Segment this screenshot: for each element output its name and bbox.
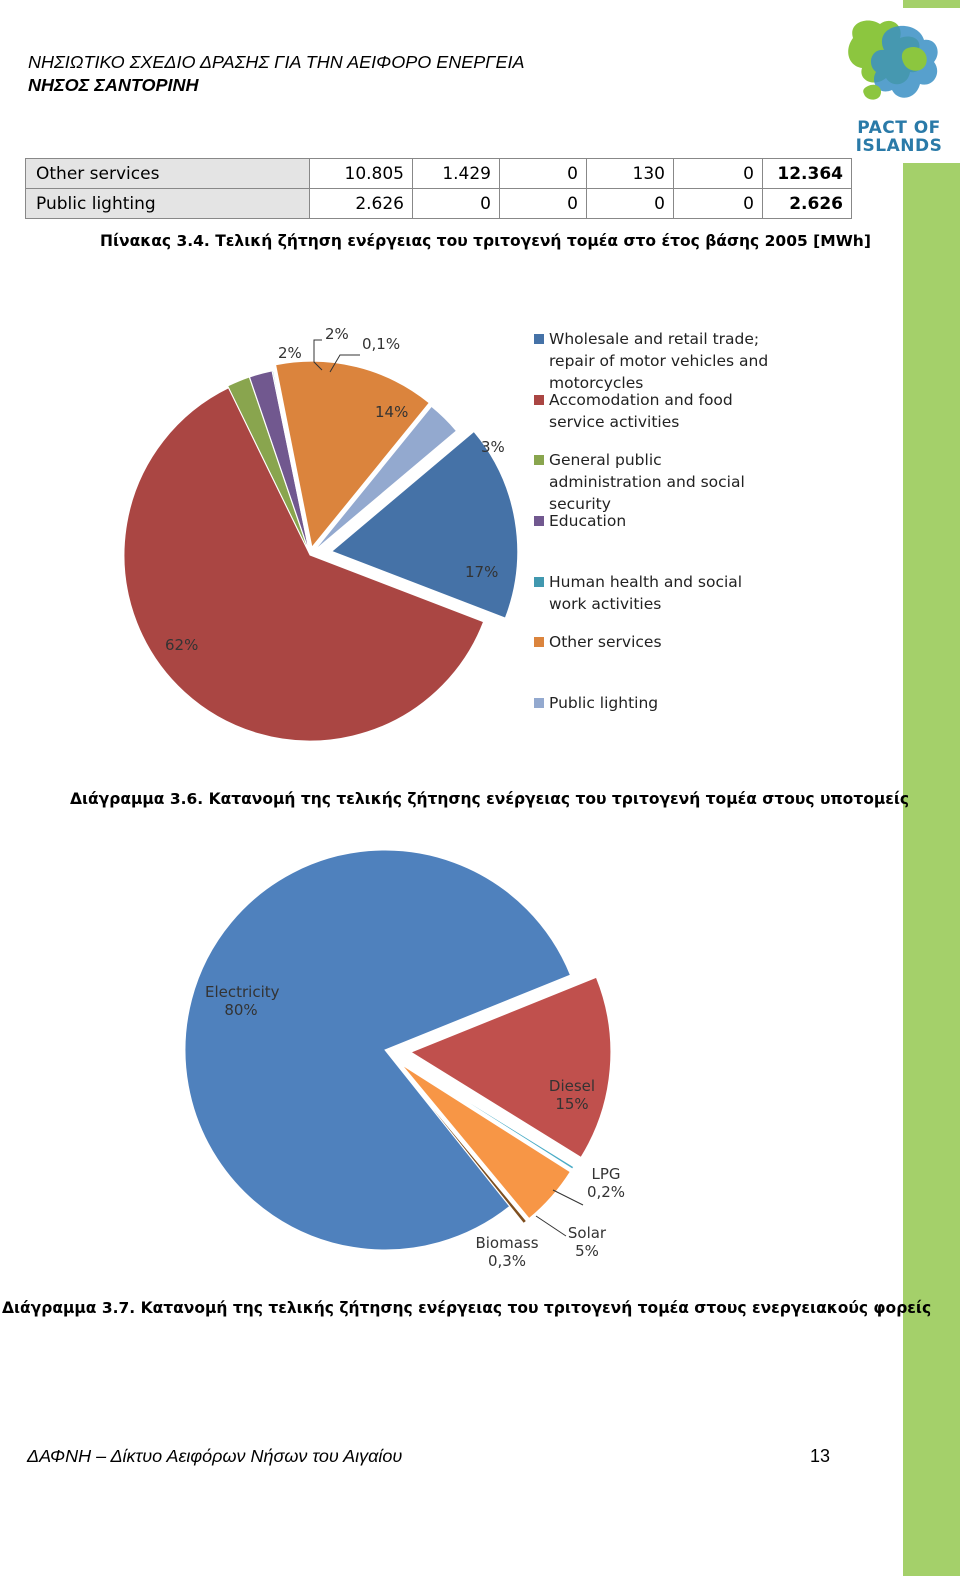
side-green-bar bbox=[903, 0, 960, 1576]
pie-slice-human bbox=[271, 370, 311, 554]
legend-label: General public administration and social… bbox=[549, 451, 745, 513]
legend-swatch bbox=[534, 698, 544, 708]
pie2-label-solar: Solar 5% bbox=[566, 1224, 608, 1260]
page-number: 13 bbox=[810, 1446, 831, 1466]
pie-slice-biomass bbox=[398, 1066, 528, 1225]
pie-slice-solar bbox=[401, 1064, 571, 1220]
pie1-data-label-public-lighting: 3% bbox=[481, 438, 505, 456]
table-total-cell: 2.626 bbox=[762, 188, 852, 219]
legend-label: Wholesale and retail trade; repair of mo… bbox=[549, 330, 769, 392]
pie2-label-lpg: LPG 0,2% bbox=[585, 1165, 627, 1201]
legend-label: Other services bbox=[549, 633, 662, 651]
pie-slice-lpg bbox=[403, 1061, 575, 1170]
table-caption: Πίνακας 3.4. Τελική ζήτηση ενέργειας του… bbox=[100, 232, 871, 250]
pie-slice-public bbox=[313, 405, 458, 552]
energy-demand-table: Other services 10.805 1.429 0 130 0 12.3… bbox=[25, 158, 852, 219]
legend-swatch bbox=[534, 395, 544, 405]
legend-swatch bbox=[534, 455, 544, 465]
pie2-category-diesel: Diesel bbox=[548, 1077, 596, 1095]
pie2-category-solar: Solar bbox=[567, 1224, 607, 1242]
leader-line bbox=[552, 1189, 584, 1206]
pie2-category-biomass: Biomass bbox=[475, 1234, 539, 1252]
pie1-data-label-education: 2% bbox=[325, 325, 349, 343]
legend-label: Education bbox=[549, 512, 627, 530]
logo-text-line2: ISLANDS bbox=[855, 136, 943, 156]
pie-slice-diesel bbox=[409, 976, 612, 1159]
legend-swatch bbox=[534, 637, 544, 647]
legend-swatch bbox=[534, 334, 544, 344]
pie2-label-electricity: Electricity 80% bbox=[205, 983, 280, 1019]
pie1-data-label-other-services: 14% bbox=[375, 403, 409, 421]
chart-caption-3-6: Διάγραμμα 3.6. Κατανομή της τελικής ζήτη… bbox=[70, 790, 910, 808]
table-cell: 0 bbox=[673, 188, 763, 219]
pie2-label-diesel: Diesel 15% bbox=[547, 1077, 597, 1113]
leader-line bbox=[329, 354, 360, 373]
pie2-value-solar: 5% bbox=[575, 1242, 599, 1260]
table-row: Public lighting 2.626 0 0 0 0 2.626 bbox=[25, 188, 852, 219]
pie-slice-wholesale bbox=[330, 430, 519, 619]
legend-swatch bbox=[534, 577, 544, 587]
pact-of-islands-logo: PACT OF ISLANDS bbox=[838, 8, 960, 163]
pie1-data-label-accomodation: 62% bbox=[165, 636, 199, 654]
pie2-value-lpg: 0,2% bbox=[586, 1183, 626, 1201]
footer-text: ΔΑΦΝΗ – Δίκτυο Αειφόρων Νήσων του Αιγαίο… bbox=[27, 1446, 403, 1466]
pie2-category-electricity: Electricity bbox=[205, 983, 280, 1001]
pie2-value-electricity: 80% bbox=[224, 1001, 258, 1019]
pie1-data-label-general-public: 2% bbox=[278, 344, 302, 362]
pie-slice-electricity bbox=[184, 849, 572, 1251]
document-header-title: ΝΗΣΙΩΤΙΚΟ ΣΧΕΔΙΟ ΔΡΑΣΗΣ ΓΙΑ ΤΗΝ ΑΕΙΦΟΡΟ … bbox=[28, 52, 525, 72]
legend-label: Human health and social work activities bbox=[549, 573, 743, 613]
pie-slice-other bbox=[275, 360, 430, 549]
legend-swatch bbox=[534, 516, 544, 526]
logo-text-line1: PACT OF bbox=[857, 118, 941, 138]
document-header-subtitle: ΝΗΣΟΣ ΣΑΝΤΟΡΙΝΗ bbox=[28, 75, 199, 95]
chart-caption-3-7: Διάγραμμα 3.7. Κατανομή της τελικής ζήτη… bbox=[2, 1299, 932, 1317]
table-cell: 0 bbox=[499, 188, 587, 219]
pie1-data-label-human-health: 0,1% bbox=[362, 335, 401, 353]
leader-line bbox=[313, 339, 323, 371]
table-row-label: Public lighting bbox=[25, 188, 310, 219]
table-total-cell: 12.364 bbox=[762, 158, 852, 189]
table-cell: 2.626 bbox=[309, 188, 413, 219]
pie-slice-accomodation bbox=[123, 387, 485, 742]
legend-label: Accomodation and food service activities bbox=[549, 391, 733, 431]
pie2-value-diesel: 15% bbox=[555, 1095, 589, 1113]
pie2-category-lpg: LPG bbox=[591, 1165, 621, 1183]
island-map-icon bbox=[848, 20, 938, 100]
pie1-data-label-wholesale: 17% bbox=[465, 563, 499, 581]
table-cell: 130 bbox=[586, 158, 674, 189]
pie2-label-biomass: Biomass 0,3% bbox=[474, 1234, 540, 1270]
table-cell: 0 bbox=[673, 158, 763, 189]
legend-label: Public lighting bbox=[549, 694, 659, 712]
table-cell: 0 bbox=[586, 188, 674, 219]
pie2-value-biomass: 0,3% bbox=[487, 1252, 527, 1270]
leader-line bbox=[535, 1215, 567, 1237]
table-cell: 1.429 bbox=[412, 158, 500, 189]
